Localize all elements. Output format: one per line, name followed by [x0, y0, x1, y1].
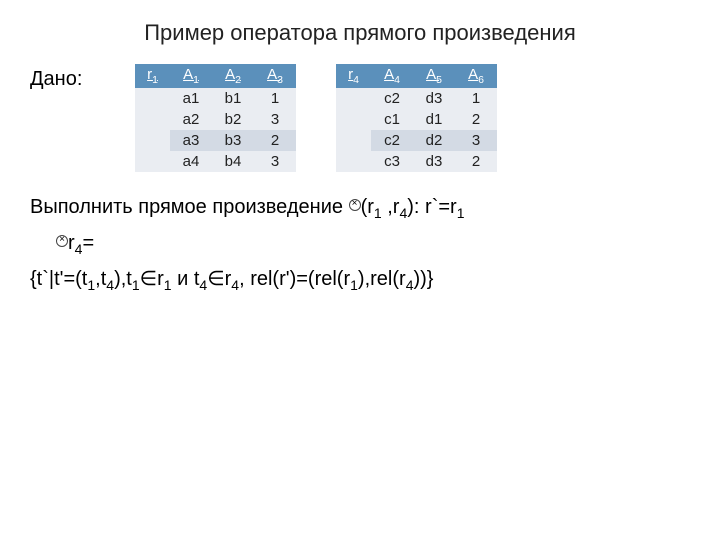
table-cell: 2 [455, 109, 497, 130]
table-cell: 3 [455, 130, 497, 151]
tables-wrap: r1 A1 A2 A3 a1b11a2b23a3b32a4b43 r4 A4 A… [135, 64, 497, 172]
table-cell [336, 151, 371, 172]
table-cell [336, 109, 371, 130]
table-r4: r4 A4 A5 A6 c2d31c1d12c2d23c3d32 [336, 64, 497, 172]
col-h-a6: A6 [455, 64, 497, 88]
table-cell: 3 [254, 109, 296, 130]
table-header-row: r1 A1 A2 A3 [135, 64, 296, 88]
col-h-a4: A4 [371, 64, 413, 88]
table-cell: a3 [170, 130, 212, 151]
tensor-icon [56, 235, 68, 247]
table-cell: 1 [254, 88, 296, 109]
col-h-r1: r1 [135, 64, 170, 88]
desc-line-2: r4= [30, 228, 690, 260]
table-row: a3b32 [135, 130, 296, 151]
table-cell: d3 [413, 151, 455, 172]
table-cell: b2 [212, 109, 254, 130]
given-section: Дано: r1 A1 A2 A3 a1b11a2b23a3b32a4b43 r… [30, 64, 690, 172]
table-row: a2b23 [135, 109, 296, 130]
table-cell [135, 151, 170, 172]
table-cell: 3 [254, 151, 296, 172]
table-cell: b4 [212, 151, 254, 172]
table-cell: c1 [371, 109, 413, 130]
table-cell: a4 [170, 151, 212, 172]
table-body-r4: c2d31c1d12c2d23c3d32 [336, 88, 497, 172]
tensor-icon [349, 199, 361, 211]
given-label: Дано: [30, 64, 135, 91]
table-body-r1: a1b11a2b23a3b32a4b43 [135, 88, 296, 172]
table-cell: b1 [212, 88, 254, 109]
table-cell: d2 [413, 130, 455, 151]
table-cell: b3 [212, 130, 254, 151]
table-cell: d1 [413, 109, 455, 130]
description-block: Выполнить прямое произведение (r1 ,r4): … [30, 192, 690, 296]
desc-line-1: Выполнить прямое произведение (r1 ,r4): … [30, 192, 690, 224]
table-row: a4b43 [135, 151, 296, 172]
table-cell: a1 [170, 88, 212, 109]
col-h-a5: A5 [413, 64, 455, 88]
table-cell [135, 109, 170, 130]
table-row: c3d32 [336, 151, 497, 172]
table-cell [336, 130, 371, 151]
table-row: c1d12 [336, 109, 497, 130]
table-header-row: r4 A4 A5 A6 [336, 64, 497, 88]
table-cell: d3 [413, 88, 455, 109]
page-title: Пример оператора прямого произведения [30, 20, 690, 46]
table-row: c2d31 [336, 88, 497, 109]
col-h-a3: A3 [254, 64, 296, 88]
table-cell: c2 [371, 130, 413, 151]
table-row: a1b11 [135, 88, 296, 109]
col-h-a1: A1 [170, 64, 212, 88]
table-cell: a2 [170, 109, 212, 130]
table-cell [135, 88, 170, 109]
table-cell: c2 [371, 88, 413, 109]
table-cell: 1 [455, 88, 497, 109]
col-h-a2: A2 [212, 64, 254, 88]
table-cell [336, 88, 371, 109]
table-cell: c3 [371, 151, 413, 172]
table-cell: 2 [455, 151, 497, 172]
table-row: c2d23 [336, 130, 497, 151]
table-cell: 2 [254, 130, 296, 151]
table-cell [135, 130, 170, 151]
table-r1: r1 A1 A2 A3 a1b11a2b23a3b32a4b43 [135, 64, 296, 172]
desc-line-3: {t`|t'=(t1,t4),t1∈r1 и t4∈r4, rel(r')=(r… [30, 264, 690, 296]
col-h-r4: r4 [336, 64, 371, 88]
